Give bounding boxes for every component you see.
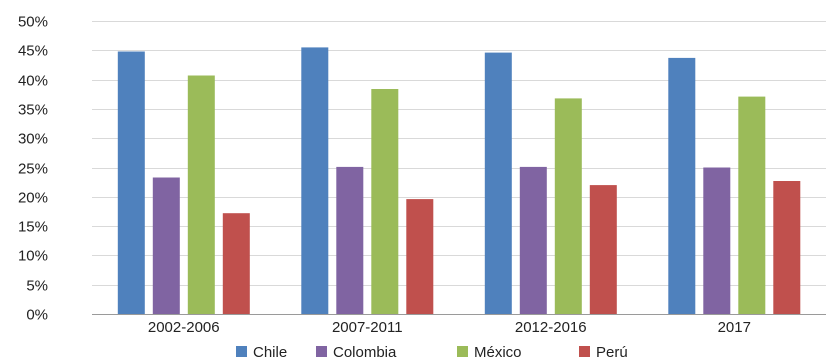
y-tick-label: 35%: [18, 102, 48, 119]
legend-swatch: [457, 346, 468, 357]
bar-chile: [117, 51, 145, 314]
bar-mexico: [187, 75, 215, 314]
bar-mexico: [371, 89, 399, 314]
bar-peru: [589, 185, 617, 314]
y-axis: 0% 5% 10% 15% 20% 25% 30% 35% 40% 45% 50%: [18, 14, 48, 324]
x-tick-label: 2002-2006: [148, 319, 220, 336]
x-tick-label: 2017: [718, 319, 751, 336]
bar-mexico: [554, 98, 582, 315]
legend-swatch: [236, 346, 247, 357]
bar-colombia: [152, 177, 180, 314]
y-tick-label: 5%: [26, 278, 48, 295]
bars: [117, 47, 801, 315]
y-tick-label: 20%: [18, 190, 48, 207]
y-tick-label: 25%: [18, 161, 48, 178]
y-tick-label: 10%: [18, 248, 48, 265]
bar-colombia: [703, 167, 731, 314]
legend-label: México: [474, 344, 522, 361]
y-tick-label: 45%: [18, 43, 48, 60]
y-tick-label: 0%: [26, 307, 48, 324]
y-tick-label: 40%: [18, 73, 48, 90]
legend-swatch: [579, 346, 590, 357]
bar-colombia: [519, 166, 547, 314]
bar-peru: [222, 213, 250, 314]
y-tick-label: 30%: [18, 131, 48, 148]
legend-label: Colombia: [333, 344, 397, 361]
bar-chile: [668, 57, 696, 315]
legend-label: Perú: [596, 344, 628, 361]
legend-swatch: [316, 346, 327, 357]
bar-mexico: [738, 96, 766, 314]
bar-chile: [484, 52, 512, 314]
y-tick-label: 15%: [18, 219, 48, 236]
legend: Chile Colombia México Perú: [236, 344, 628, 361]
bar-chile: [301, 47, 329, 315]
bar-peru: [406, 199, 434, 314]
bar-peru: [773, 181, 801, 314]
bar-colombia: [336, 166, 364, 314]
x-axis: 2002-2006 2007-2011 2012-2016 2017: [148, 319, 751, 336]
x-tick-label: 2012-2016: [515, 319, 587, 336]
y-tick-label: 50%: [18, 14, 48, 31]
legend-label: Chile: [253, 344, 287, 361]
x-tick-label: 2007-2011: [332, 319, 403, 336]
